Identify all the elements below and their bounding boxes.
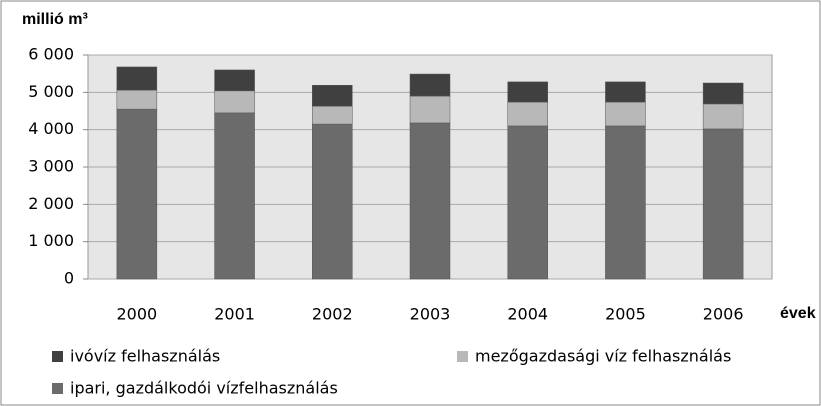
bar-segment xyxy=(702,82,744,105)
x-tick-label: 2004 xyxy=(507,305,548,324)
legend-swatch xyxy=(52,351,63,362)
legend-label: ipari, gazdálkodói vízfelhasználás xyxy=(70,379,338,398)
bar-segment xyxy=(312,105,353,125)
y-tick-label: 3 000 xyxy=(28,157,74,176)
bar-segment xyxy=(214,112,255,280)
y-tick-label: 6 000 xyxy=(28,45,74,64)
bar-segment xyxy=(214,69,255,92)
y-axis-label: millió m³ xyxy=(22,11,88,28)
y-tick-label: 0 xyxy=(64,269,74,288)
bar-segment xyxy=(409,95,451,124)
legend-label: mezőgazdasági víz felhasználás xyxy=(475,347,731,366)
legend-swatch xyxy=(52,383,63,394)
bar-segment xyxy=(116,108,158,280)
bar-segment xyxy=(702,103,744,130)
bar-segment xyxy=(507,101,548,127)
bar-segment xyxy=(214,90,255,114)
legend-swatch xyxy=(457,351,468,362)
bar-segment xyxy=(409,122,451,280)
x-tick-label: 2006 xyxy=(703,305,744,324)
x-tick-label: 2001 xyxy=(214,305,255,324)
bar-segment xyxy=(507,125,548,280)
bar-segment xyxy=(605,101,646,127)
x-tick-label: 2002 xyxy=(312,305,353,324)
x-axis-label: évek xyxy=(780,305,816,322)
x-tick-label: 2003 xyxy=(410,305,451,324)
legend-label: ivóvíz felhasználás xyxy=(70,347,220,366)
bar-segment xyxy=(116,89,158,110)
bar-segment xyxy=(312,84,353,107)
bar-segment xyxy=(605,81,646,103)
y-tick-label: 1 000 xyxy=(28,231,74,250)
y-tick-label: 5 000 xyxy=(28,82,74,101)
bar-segment xyxy=(605,125,646,280)
bar-segment xyxy=(312,123,353,280)
bar-segment xyxy=(116,66,158,91)
x-tick-label: 2005 xyxy=(605,305,646,324)
bar-segment xyxy=(507,81,548,103)
bar-segment xyxy=(702,128,744,280)
bar-segment xyxy=(409,73,451,97)
y-tick-label: 4 000 xyxy=(28,119,74,138)
y-tick-label: 2 000 xyxy=(28,194,74,213)
x-tick-label: 2000 xyxy=(116,305,157,324)
